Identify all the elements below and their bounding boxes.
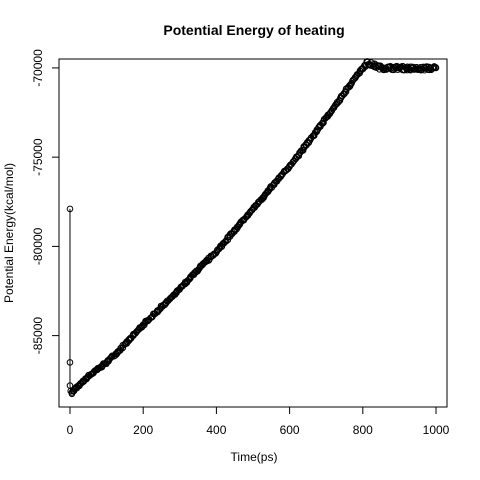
x-tick-label: 200 [133,423,153,437]
y-tick-label: -80000 [31,227,45,265]
x-axis-label: Time(ps) [231,450,278,464]
data-point [181,280,189,288]
chart-title: Potential Energy of heating [163,22,344,38]
x-axis: 0 200 400 600 800 1000 [67,407,450,437]
x-tick-label: 1000 [423,423,450,437]
data-point [432,64,440,72]
y-tick-label: -70000 [31,49,45,87]
data-point [66,359,74,366]
y-axis: -85000 -80000 -75000 -70000 [31,49,59,354]
data-point [299,147,307,154]
y-axis-label: Potential Energy(kcal/mol) [2,163,16,303]
data-points [66,58,440,398]
x-tick-label: 400 [206,423,226,437]
x-tick-label: 800 [353,423,373,437]
plot-box [58,58,448,408]
data-point [331,102,339,110]
y-tick-label: -85000 [31,317,45,355]
y-tick-label: -75000 [31,138,45,176]
data-point [66,205,74,213]
x-tick-label: 600 [280,423,300,437]
x-tick-label: 0 [67,423,74,437]
